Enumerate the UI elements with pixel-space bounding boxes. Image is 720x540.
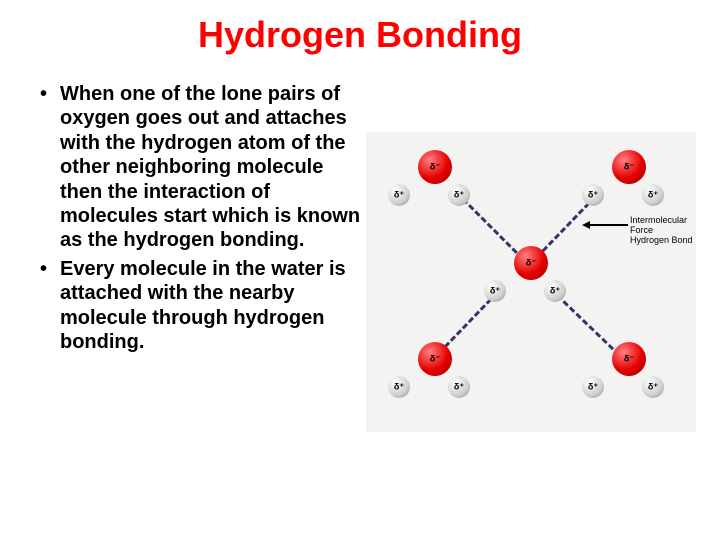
diagram-column: Intermolecular Force Hydrogen Bond δ⁻δ⁺δ… <box>366 82 696 472</box>
oxygen-atom: δ⁻ <box>612 342 646 376</box>
bullet-item: Every molecule in the water is attached … <box>36 257 366 355</box>
hydrogen-atom: δ⁺ <box>448 184 470 206</box>
hydrogen-atom: δ⁺ <box>642 376 664 398</box>
arrow-line <box>590 224 628 226</box>
hydrogen-atom: δ⁺ <box>388 184 410 206</box>
hydrogen-atom: δ⁺ <box>642 184 664 206</box>
page-title: Hydrogen Bonding <box>0 0 720 64</box>
oxygen-atom: δ⁻ <box>418 150 452 184</box>
hydrogen-atom: δ⁺ <box>484 280 506 302</box>
content-area: When one of the lone pairs of oxygen goe… <box>0 64 720 472</box>
oxygen-atom: δ⁻ <box>418 342 452 376</box>
hydrogen-atom: δ⁺ <box>448 376 470 398</box>
oxygen-atom: δ⁻ <box>612 150 646 184</box>
hydrogen-bond-line <box>462 198 518 254</box>
hydrogen-atom: δ⁺ <box>388 376 410 398</box>
hydrogen-atom: δ⁺ <box>582 376 604 398</box>
bullet-list: When one of the lone pairs of oxygen goe… <box>36 82 366 354</box>
bullet-item: When one of the lone pairs of oxygen goe… <box>36 82 366 253</box>
hydrogen-bond-line <box>556 294 614 350</box>
diagram-caption: Intermolecular Force Hydrogen Bond <box>630 216 696 246</box>
hydrogen-bond-diagram: Intermolecular Force Hydrogen Bond δ⁻δ⁺δ… <box>366 132 696 432</box>
arrow-head-icon <box>582 221 590 229</box>
hydrogen-atom: δ⁺ <box>544 280 566 302</box>
oxygen-atom: δ⁻ <box>514 246 548 280</box>
text-column: When one of the lone pairs of oxygen goe… <box>36 82 366 472</box>
hydrogen-atom: δ⁺ <box>582 184 604 206</box>
